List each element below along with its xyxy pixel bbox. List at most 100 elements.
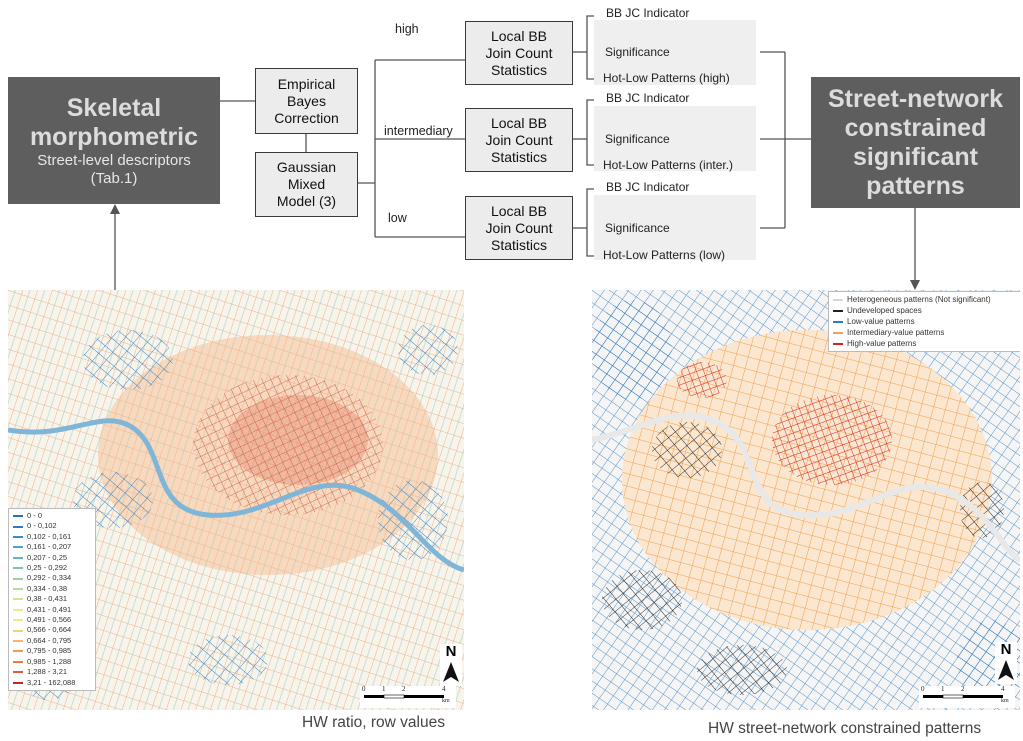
left-north-label: N — [445, 643, 457, 660]
hw-ratio-legend-item: 0,431 - 0,491 — [13, 605, 91, 615]
bbjc-low-line2: Join Count — [485, 219, 553, 236]
left-north-arrow: N — [440, 644, 462, 686]
branch-label-high: high — [395, 22, 419, 36]
patterns-title-line2: constrained — [844, 113, 987, 142]
hw-patterns-map-graphic — [592, 290, 1020, 710]
hw-ratio-legend-item: 0 - 0 — [13, 511, 91, 521]
hw-ratio-legend-label: 0,664 - 0,795 — [27, 635, 72, 645]
hw-ratio-legend-label: 0,207 - 0,25 — [27, 552, 68, 562]
hw-ratio-legend-label: 0,566 - 0,664 — [27, 625, 72, 635]
left-map-caption: HW ratio, row values — [302, 714, 445, 731]
hw-ratio-legend-swatch — [13, 588, 23, 591]
street-network-patterns-box: Street-network constrained significant p… — [811, 77, 1020, 208]
output-band-high — [594, 20, 756, 85]
skeletal-subtitle-line2: (Tab.1) — [90, 169, 138, 187]
hw-ratio-legend-item: 0,25 - 0,292 — [13, 563, 91, 573]
right-scale-1: 1 — [941, 685, 945, 693]
patterns-title-line4: patterns — [866, 171, 965, 200]
hw-ratio-legend-swatch — [13, 515, 23, 518]
hw-ratio-legend-swatch — [13, 598, 23, 601]
hw-ratio-legend-item: 0,566 - 0,664 — [13, 625, 91, 635]
left-scale-2: 2 — [402, 685, 406, 693]
hw-patterns-map: Heterogeneous patterns (Not significant)… — [592, 290, 1020, 710]
eb-line1: Empirical — [277, 75, 336, 92]
patterns-legend-swatch — [833, 331, 843, 334]
gaussian-mixed-model-box: Gaussian Mixed Model (3) — [255, 152, 358, 217]
gmm-line2: Mixed — [287, 176, 326, 192]
left-scale-unit: km — [442, 698, 450, 704]
significance-label-intermediary: Significance — [605, 132, 670, 146]
output-band-low — [594, 195, 756, 260]
hw-ratio-legend-label: 0,161 - 0,207 — [27, 542, 72, 552]
bbjc-box-high: Local BB Join Count Statistics — [465, 21, 573, 85]
right-scale-unit: km — [1001, 698, 1009, 704]
left-scale-4: 4 — [442, 685, 446, 693]
hw-ratio-legend-label: 0,431 - 0,491 — [27, 604, 72, 614]
patterns-legend-label: Heterogeneous patterns (Not significant) — [847, 295, 991, 304]
patterns-legend-swatch — [833, 320, 843, 323]
patterns-legend-label: High-value patterns — [847, 339, 917, 348]
skeletal-morphometric-box: Skeletal morphometric Street-level descr… — [8, 77, 220, 204]
patterns-legend-item: Heterogeneous patterns (Not significant) — [833, 294, 1017, 305]
significance-label-low: Significance — [605, 221, 670, 235]
right-north-label: N — [1000, 641, 1012, 658]
indicator-label-intermediary: BB JC Indicator — [606, 91, 690, 105]
left-scale-0: 0 — [362, 685, 366, 693]
branch-label-low: low — [388, 211, 407, 225]
hw-ratio-legend-swatch — [13, 608, 23, 611]
hw-ratio-legend-swatch — [13, 640, 23, 643]
output-band-intermediary — [594, 106, 756, 171]
patterns-legend-swatch — [833, 298, 843, 301]
patterns-legend-label: Intermediary-value patterns — [847, 328, 945, 337]
bbjc-low-line1: Local BB — [490, 202, 548, 219]
left-scale-bar: 0 1 2 4 km — [360, 685, 456, 708]
patterns-legend: Heterogeneous patterns (Not significant)… — [828, 291, 1020, 352]
hw-ratio-legend-item: 0,334 - 0,38 — [13, 584, 91, 594]
empirical-bayes-box: Empirical Bayes Correction — [255, 68, 358, 134]
hw-ratio-legend-item: 0,795 - 0,985 — [13, 646, 91, 656]
patterns-legend-item: Undeveloped spaces — [833, 305, 1017, 316]
hot-low-label-intermediary: Hot-Low Patterns (inter.) — [603, 158, 734, 172]
hw-ratio-legend-swatch — [13, 556, 23, 559]
hw-ratio-legend-swatch — [13, 650, 23, 653]
north-arrow-icon — [998, 660, 1014, 680]
hw-ratio-legend-label: 0,102 - 0,161 — [27, 531, 72, 541]
hw-ratio-legend-item: 0,292 - 0,334 — [13, 573, 91, 583]
gmm-line3: Model (3) — [276, 193, 337, 209]
hw-ratio-legend-item: 1,288 - 3,21 — [13, 667, 91, 677]
hw-ratio-legend-swatch — [13, 660, 23, 663]
bbjc-high-line2: Join Count — [485, 44, 553, 61]
hw-ratio-legend-item: 0 - 0,102 — [13, 521, 91, 531]
hw-ratio-legend-label: 0,491 - 0,566 — [27, 615, 72, 625]
bbjc-box-intermediary: Local BB Join Count Statistics — [465, 108, 573, 172]
hw-ratio-legend-swatch — [13, 525, 23, 528]
hw-ratio-legend-item: 0,985 - 1,288 — [13, 657, 91, 667]
hw-ratio-legend-item: 0,161 - 0,207 — [13, 542, 91, 552]
patterns-legend-label: Undeveloped spaces — [847, 306, 922, 315]
hw-ratio-legend-label: 0 - 0,102 — [27, 521, 57, 531]
patterns-title-line1: Street-network — [827, 84, 1004, 113]
right-scale-bar: 0 1 2 4 km — [919, 685, 1015, 708]
significance-label-high: Significance — [605, 45, 670, 59]
hw-ratio-legend-swatch — [13, 567, 23, 570]
skeletal-subtitle-line1: Street-level descriptors — [37, 151, 191, 169]
hw-ratio-legend-swatch — [13, 546, 23, 549]
hw-ratio-legend-swatch — [13, 577, 23, 580]
hw-ratio-legend-swatch — [13, 671, 23, 674]
hw-ratio-legend-label: 0,38 - 0,431 — [27, 594, 68, 604]
hw-ratio-legend-item: 0,102 - 0,161 — [13, 532, 91, 542]
hw-ratio-legend-swatch — [13, 619, 23, 622]
hw-ratio-legend-label: 0,985 - 1,288 — [27, 656, 72, 666]
indicator-label-high: BB JC Indicator — [606, 6, 690, 20]
right-scale-0: 0 — [921, 685, 925, 693]
hw-ratio-legend-label: 0,25 - 0,292 — [27, 563, 68, 573]
patterns-legend-swatch — [833, 309, 843, 312]
gmm-line1: Gaussian — [276, 159, 337, 175]
skeletal-title-line2: morphometric — [29, 122, 199, 151]
right-scale-2: 2 — [961, 685, 965, 693]
hw-ratio-legend-label: 0,292 - 0,334 — [27, 573, 72, 583]
hw-ratio-legend-label: 0 - 0 — [27, 511, 43, 520]
hw-ratio-legend-item: 3,21 - 162,088 — [13, 678, 91, 688]
patterns-legend-label: Low-value patterns — [847, 317, 915, 326]
